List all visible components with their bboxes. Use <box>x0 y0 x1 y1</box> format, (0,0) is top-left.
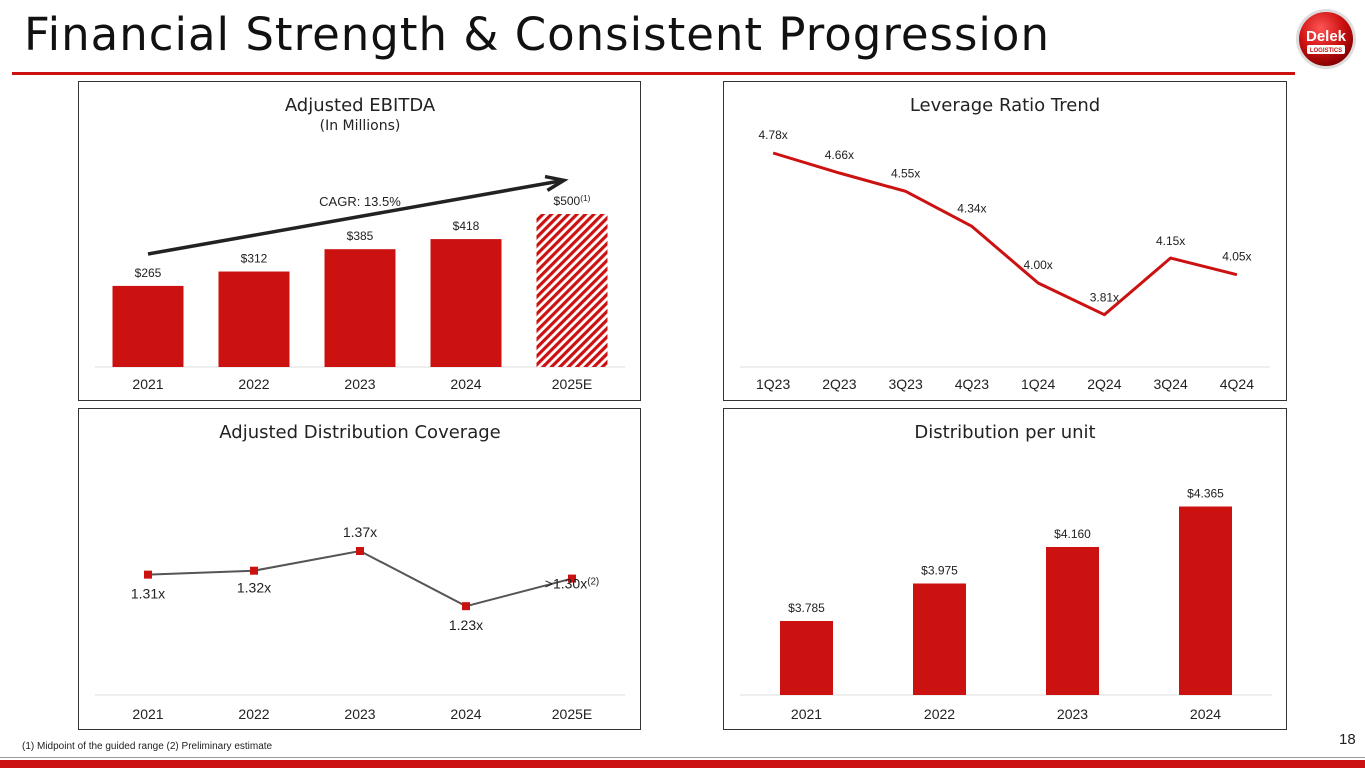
marker-2021 <box>144 570 152 579</box>
data-label-3Q23: 4.55x <box>891 166 920 180</box>
chart-title: Leverage Ratio Trend <box>910 95 1100 116</box>
data-label-2Q24: 3.81x <box>1090 291 1119 305</box>
bar-2022 <box>218 271 290 367</box>
x-tick-1Q23: 1Q23 <box>756 376 790 392</box>
data-label-2Q23: 4.66x <box>825 148 854 162</box>
leverage-chart-panel: Leverage Ratio Trend 4.78x 1Q23 4.66x 2Q23 4.… <box>723 81 1287 401</box>
x-tick-2021: 2021 <box>791 706 822 722</box>
data-label-2023: 1.37x <box>343 524 377 540</box>
x-tick-2022: 2022 <box>924 706 955 722</box>
delek-logo: Delek LOGISTICS <box>1296 9 1356 69</box>
data-label-2022: 1.32x <box>237 580 271 596</box>
chart-title: Adjusted EBITDA <box>285 95 436 116</box>
x-tick-4Q24: 4Q24 <box>1220 376 1254 392</box>
logo-subtext: LOGISTICS <box>1310 48 1342 54</box>
ebitda-chart-panel: Adjusted EBITDA (In Millions) $265 2021 $312… <box>78 81 641 401</box>
chart-title: Adjusted Distribution Coverage <box>219 422 500 443</box>
logo-text: Delek <box>1306 28 1347 45</box>
x-tick-2022: 2022 <box>238 376 269 392</box>
footer-divider-thin <box>0 757 1365 758</box>
data-label-2022: $3.975 <box>921 563 958 577</box>
leverage-line <box>772 151 1238 317</box>
bar-2023 <box>324 249 396 367</box>
x-tick-2Q24: 2Q24 <box>1087 376 1121 392</box>
x-tick-2022: 2022 <box>238 706 269 722</box>
x-tick-2Q23: 2Q23 <box>822 376 856 392</box>
x-tick-3Q24: 3Q24 <box>1154 376 1188 392</box>
data-label-2021: 1.31x <box>131 586 165 602</box>
marker-2022 <box>250 566 258 575</box>
marker-2025E <box>568 574 576 583</box>
dpu-chart-panel: Distribution per unit $3.785 2021 $3.975 202… <box>723 408 1287 730</box>
marker-2023 <box>356 547 364 555</box>
data-label-2025E: >1.30x(2) <box>545 576 599 592</box>
ebitda-chart: Adjusted EBITDA (In Millions) $265 2021 $312… <box>95 95 625 392</box>
page-number: 18 <box>1339 731 1356 748</box>
x-tick-2021: 2021 <box>132 706 163 722</box>
title-divider <box>12 72 1295 75</box>
coverage-line <box>147 549 573 608</box>
chart-subtitle: (In Millions) <box>320 118 401 134</box>
data-label-2024: $418 <box>453 219 480 233</box>
data-label-1Q24: 4.00x <box>1023 258 1052 272</box>
data-label-1Q23: 4.78x <box>758 128 787 142</box>
bar-2024 <box>1179 506 1232 695</box>
data-label-2023: $385 <box>347 229 374 243</box>
x-tick-2025E: 2025E <box>552 376 592 392</box>
data-label-4Q23: 4.34x <box>957 201 986 215</box>
bar-2023 <box>1046 546 1099 695</box>
x-tick-2023: 2023 <box>344 706 375 722</box>
footer-divider <box>0 760 1365 768</box>
data-label-3Q24: 4.15x <box>1156 234 1185 248</box>
footnote: (1) Midpoint of the guided range (2) Pre… <box>22 741 273 752</box>
data-label-2023: $4.160 <box>1054 527 1091 541</box>
x-tick-2023: 2023 <box>1057 706 1088 722</box>
x-tick-2024: 2024 <box>450 376 481 392</box>
data-label-2024: $4.365 <box>1187 487 1224 501</box>
marker-2024 <box>462 602 470 611</box>
cagr-arrow-head <box>544 174 569 192</box>
x-tick-2024: 2024 <box>450 706 481 722</box>
bar-2024 <box>430 239 502 367</box>
x-tick-2024: 2024 <box>1190 706 1221 722</box>
bar-2022 <box>913 583 966 695</box>
slide-title: Financial Strength & Consistent Progress… <box>24 8 1050 61</box>
x-tick-4Q23: 4Q23 <box>955 376 989 392</box>
coverage-chart: Adjusted Distribution Coverage 1.31x 2021 1… <box>95 422 625 722</box>
data-label-2024: 1.23x <box>449 617 483 633</box>
dpu-chart: Distribution per unit $3.785 2021 $3.975 202… <box>740 422 1272 722</box>
data-label-2022: $312 <box>241 252 268 266</box>
data-label-4Q24: 4.05x <box>1222 250 1251 264</box>
cagr-arrow-line <box>147 179 561 256</box>
x-tick-2021: 2021 <box>132 376 163 392</box>
bar-2021 <box>780 621 833 695</box>
bar-2021 <box>112 285 184 367</box>
bar-2025E <box>536 214 608 367</box>
coverage-chart-panel: Adjusted Distribution Coverage 1.31x 2021 1… <box>78 408 641 730</box>
data-label-2021: $3.785 <box>788 601 825 615</box>
leverage-chart: Leverage Ratio Trend 4.78x 1Q23 4.66x 2Q23 4.… <box>740 95 1270 392</box>
chart-title: Distribution per unit <box>914 422 1095 443</box>
cagr-annotation: CAGR: 13.5% <box>319 194 401 209</box>
x-tick-1Q24: 1Q24 <box>1021 376 1055 392</box>
data-label-2025E: $500(1) <box>554 193 591 208</box>
x-tick-2023: 2023 <box>344 376 375 392</box>
x-tick-3Q23: 3Q23 <box>889 376 923 392</box>
x-tick-2025E: 2025E <box>552 706 592 722</box>
data-label-2021: $265 <box>135 266 162 280</box>
